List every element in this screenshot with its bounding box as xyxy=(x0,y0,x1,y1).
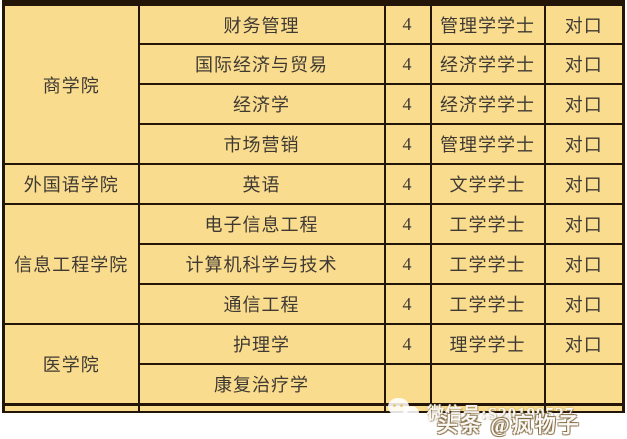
major-cell xyxy=(137,402,386,413)
duration-cell: 4 xyxy=(383,83,432,125)
table-row: 商学院 财务管理 4 管理学学士 对口 xyxy=(2,3,625,165)
duration-cell: 4 xyxy=(383,243,432,285)
major-cell: 国际经济与贸易 xyxy=(137,43,386,85)
degree-cell: 工学学士 xyxy=(429,243,546,285)
admission-type-cell: 对口 xyxy=(543,43,625,85)
degree-cell: 工学学士 xyxy=(429,283,546,325)
major-cell: 电子信息工程 xyxy=(137,203,386,245)
table-row: 信息工程学院 电子信息工程 4 工学学士 对口 xyxy=(2,203,625,325)
admission-type-cell xyxy=(543,402,625,413)
duration-cell xyxy=(383,0,432,6)
degree-cell xyxy=(429,0,546,6)
admission-type-cell: 对口 xyxy=(543,123,625,165)
college-cell: 商学院 xyxy=(2,3,140,165)
degree-cell xyxy=(429,402,546,413)
table-row: 计算机科学与技术 4 工学学士 对口 xyxy=(4,243,625,285)
table-row: 医学院 护理学 4 理学学士 对口 xyxy=(2,323,625,405)
table-row: 康复治疗学 xyxy=(4,363,625,405)
admission-type-cell xyxy=(543,0,625,6)
college-cell: 医学院 xyxy=(2,323,140,405)
table-row-cropped-top xyxy=(2,0,625,6)
major-cell: 通信工程 xyxy=(137,283,386,325)
duration-cell: 4 xyxy=(383,283,432,325)
college-cell: 信息工程学院 xyxy=(2,203,140,325)
degree-cell: 文学学士 xyxy=(429,163,546,205)
degree-cell: 理学学士 xyxy=(429,323,546,365)
table-row: 国际经济与贸易 4 经济学学士 对口 xyxy=(4,43,625,85)
duration-cell: 4 xyxy=(383,43,432,85)
college-cell: 外国语学院 xyxy=(2,163,140,205)
admission-type-cell: 对口 xyxy=(543,83,625,125)
duration-cell xyxy=(383,363,432,405)
majors-table: 商学院 财务管理 4 管理学学士 对口 国际经济与贸易 4 经济学学士 对口 经… xyxy=(2,0,625,413)
major-cell xyxy=(137,0,386,6)
major-cell: 市场营销 xyxy=(137,123,386,165)
duration-cell xyxy=(383,402,432,413)
degree-cell: 工学学士 xyxy=(429,203,546,245)
duration-cell: 4 xyxy=(383,163,432,205)
admission-type-cell: 对口 xyxy=(543,323,625,365)
degree-cell: 管理学学士 xyxy=(429,123,546,165)
duration-cell: 4 xyxy=(383,3,432,45)
major-cell: 财务管理 xyxy=(137,3,386,45)
table-row: 外国语学院 英语 4 文学学士 对口 xyxy=(2,163,625,205)
degree-cell: 管理学学士 xyxy=(429,3,546,45)
table-row-cropped-bottom xyxy=(2,402,625,413)
major-cell: 经济学 xyxy=(137,83,386,125)
admission-type-cell: 对口 xyxy=(543,203,625,245)
major-cell: 英语 xyxy=(137,163,386,205)
admission-type-cell: 对口 xyxy=(543,283,625,325)
admission-type-cell: 对口 xyxy=(543,3,625,45)
college-cell xyxy=(2,0,140,6)
admission-type-cell: 对口 xyxy=(543,163,625,205)
degree-cell: 经济学学士 xyxy=(429,83,546,125)
table-row: 市场营销 4 管理学学士 对口 xyxy=(4,123,625,165)
degree-cell xyxy=(429,363,546,405)
admission-type-cell xyxy=(543,363,625,405)
duration-cell: 4 xyxy=(383,323,432,365)
duration-cell: 4 xyxy=(383,203,432,245)
admission-type-cell: 对口 xyxy=(543,243,625,285)
toutiao-watermark-text: 头条 @疯物子 xyxy=(437,413,581,437)
major-cell: 康复治疗学 xyxy=(137,363,386,405)
duration-cell: 4 xyxy=(383,123,432,165)
degree-cell: 经济学学士 xyxy=(429,43,546,85)
college-cell xyxy=(2,402,140,413)
table-row: 经济学 4 经济学学士 对口 xyxy=(4,83,625,125)
table-row: 通信工程 4 工学学士 对口 xyxy=(4,283,625,325)
major-cell: 护理学 xyxy=(137,323,386,365)
major-cell: 计算机科学与技术 xyxy=(137,243,386,285)
